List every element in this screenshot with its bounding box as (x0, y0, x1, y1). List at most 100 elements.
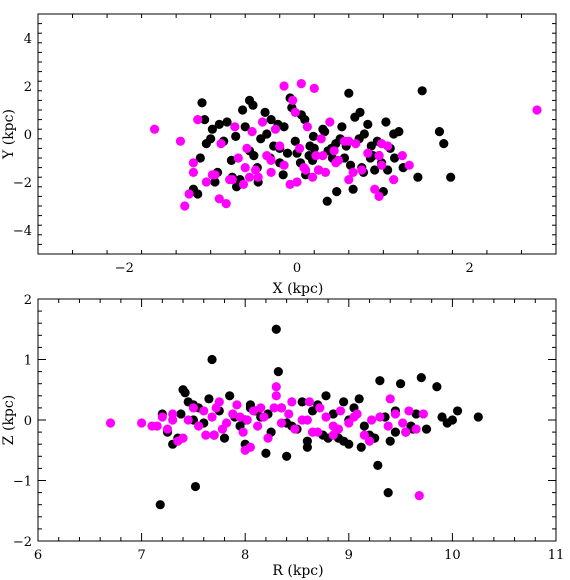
magenta-data-point (385, 394, 395, 404)
black-data-point (411, 409, 421, 419)
magenta-data-point (374, 191, 384, 201)
magenta-data-point (270, 124, 281, 134)
black-data-point (260, 107, 270, 117)
magenta-data-point (377, 139, 387, 149)
black-data-point (262, 129, 272, 139)
magenta-data-point (290, 424, 300, 434)
magenta-data-point (207, 412, 217, 422)
magenta-data-point (227, 175, 237, 185)
black-data-point (375, 376, 385, 386)
magenta-data-point (201, 177, 211, 187)
magenta-data-point (193, 421, 204, 431)
magenta-data-point (266, 155, 276, 165)
magenta-data-point (253, 172, 263, 182)
black-data-point (244, 95, 255, 105)
magenta-data-point (374, 151, 384, 161)
magenta-data-point (315, 403, 325, 413)
black-data-point (452, 406, 463, 416)
magenta-data-point (221, 418, 232, 428)
xy-scatter-panel: −2 0 2 −4 −2 0 2 4 X (kpc) Y (kpc) (1, 13, 557, 297)
black-data-point (413, 172, 423, 182)
magenta-data-point (377, 160, 387, 170)
magenta-data-point (149, 124, 160, 134)
black-data-point (332, 187, 342, 197)
magenta-data-point (351, 139, 361, 149)
xy-axis-ticks (37, 13, 557, 255)
magenta-data-point (276, 418, 287, 428)
magenta-data-point (404, 160, 414, 170)
magenta-data-point (309, 83, 319, 93)
black-data-point (322, 196, 332, 206)
black-data-point (197, 98, 207, 108)
x-tick-label: 9 (345, 548, 353, 563)
black-data-point (290, 136, 300, 146)
magenta-data-point (313, 165, 324, 175)
x-tick-label: 10 (444, 548, 461, 563)
magenta-data-point (285, 179, 295, 189)
magenta-data-point (266, 167, 276, 177)
black-data-point (210, 177, 220, 187)
black-data-point (193, 189, 203, 199)
black-data-point (206, 134, 216, 144)
magenta-data-point (276, 403, 287, 413)
magenta-data-point (242, 143, 252, 153)
black-data-point (416, 373, 426, 383)
magenta-data-point (259, 412, 269, 422)
y-tick-label: 0 (24, 128, 32, 143)
black-data-point (155, 500, 165, 510)
magenta-data-point (414, 491, 424, 501)
x-tick-label: 6 (34, 548, 42, 563)
magenta-data-point (247, 127, 257, 137)
black-data-point (389, 153, 400, 163)
magenta-data-point (316, 134, 326, 144)
black-data-point (354, 394, 364, 404)
y-axis-label: Y (kpc) (1, 109, 17, 160)
magenta-data-point (257, 117, 268, 127)
magenta-data-point (344, 418, 354, 428)
magenta-data-point (411, 424, 421, 434)
black-data-point (261, 448, 271, 458)
magenta-data-point (188, 158, 198, 168)
black-data-point (359, 421, 369, 431)
magenta-data-point (137, 418, 147, 428)
black-data-point (231, 182, 242, 192)
magenta-data-point (329, 146, 339, 156)
black-data-point (434, 127, 445, 137)
magenta-data-point (284, 409, 294, 419)
magenta-data-point (188, 167, 198, 177)
black-data-point (432, 382, 442, 392)
magenta-data-point (238, 179, 249, 189)
magenta-data-point (328, 430, 338, 440)
magenta-data-point (216, 139, 226, 149)
magenta-data-point (250, 165, 261, 175)
magenta-data-point (344, 136, 354, 146)
black-data-point (305, 141, 315, 151)
black-data-point (226, 155, 236, 165)
black-data-point (271, 324, 281, 334)
magenta-data-point (389, 175, 399, 185)
y-tick-label: 1 (24, 354, 32, 369)
black-data-point (355, 107, 365, 117)
black-data-point (337, 122, 347, 132)
rz-data-points (105, 324, 483, 510)
magenta-data-point (199, 406, 209, 416)
magenta-data-point (307, 427, 318, 437)
magenta-data-point (275, 141, 285, 151)
black-data-point (381, 117, 391, 127)
black-data-point (225, 391, 235, 401)
black-data-point (200, 115, 210, 125)
black-data-point (320, 127, 330, 137)
magenta-data-point (302, 415, 312, 425)
magenta-data-point (390, 409, 401, 419)
black-data-point (344, 88, 354, 98)
magenta-data-point (221, 199, 231, 209)
magenta-data-point (230, 122, 240, 132)
magenta-data-point (184, 189, 194, 199)
y-tick-label: 0 (24, 414, 32, 429)
magenta-data-point (383, 421, 393, 431)
black-data-point (385, 436, 395, 446)
black-data-point (370, 165, 380, 175)
black-data-point (266, 115, 276, 125)
rz-axis-ticks (37, 298, 557, 542)
magenta-data-point (162, 424, 173, 434)
